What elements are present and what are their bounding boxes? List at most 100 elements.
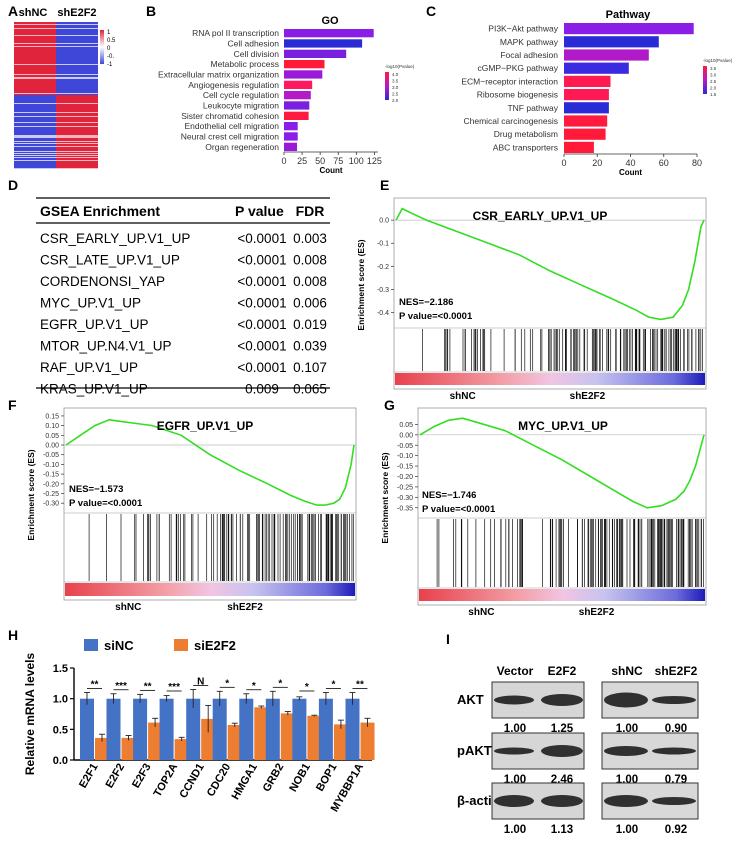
panel-letters: A B C D E F G H I <box>8 3 450 647</box>
heatmap-cell <box>14 78 56 80</box>
heatmap-legend-bar <box>100 30 104 64</box>
legend-tick: 2.5 <box>710 79 717 84</box>
panel-letter: I <box>446 631 450 647</box>
heatmap-cell <box>56 63 98 65</box>
heatmap-cell <box>14 80 56 82</box>
heatmap-cell <box>56 144 98 146</box>
heatmap-cells <box>14 22 98 169</box>
heatmap-cell <box>14 162 56 164</box>
category-label: Drug metabolism <box>494 129 558 139</box>
heatmap-cell <box>14 85 56 87</box>
plot-title: CSR_EARLY_UP.V1_UP <box>473 209 608 223</box>
y-axis-label: Relative mRNA levels <box>23 653 37 776</box>
category-label: Leukocyte migration <box>203 101 279 111</box>
y-tick-label: -0.25 <box>43 491 59 498</box>
heatmap-cell <box>14 144 56 146</box>
heatmap-cell <box>56 57 98 59</box>
x-tick-label: 100 <box>349 156 364 166</box>
table-cell: EGFR_UP.V1_UP <box>40 317 149 332</box>
heatmap-cell <box>14 52 56 54</box>
heatmap-cell <box>14 152 56 154</box>
blot-header: shNC <box>611 664 643 678</box>
heatmap-cell <box>56 51 98 53</box>
heatmap-cell <box>14 159 56 161</box>
bar <box>212 698 227 760</box>
heatmap-cell <box>14 132 56 134</box>
heatmap-cell <box>14 57 56 59</box>
significance-mark: ** <box>144 681 152 692</box>
heatmap-cell <box>14 101 56 103</box>
band-value: 0.90 <box>665 723 687 735</box>
heatmap-cell <box>14 158 56 160</box>
plot-frame <box>393 197 707 390</box>
heatmap-cell <box>14 40 56 42</box>
y-tick-label: -0.25 <box>397 484 413 491</box>
heatmap-cell <box>56 84 98 86</box>
heatmap-cell <box>14 83 56 85</box>
bar <box>564 102 609 114</box>
y-tick-label: 0.00 <box>399 432 413 439</box>
heatmap-cell <box>14 53 56 55</box>
category-label: MAPK pathway <box>500 37 559 47</box>
x-tick-label: 125 <box>367 156 382 166</box>
heatmap-cell <box>56 81 98 83</box>
legend-tick: 2.5 <box>392 92 399 97</box>
heatmap-cell <box>56 160 98 162</box>
y-tick-label: 0.00 <box>45 443 59 450</box>
table-cell: KRAS_UP.V1_UP <box>40 382 148 397</box>
band-value: 1.25 <box>551 723 574 735</box>
y-tick-label: 0.0 <box>53 755 68 767</box>
heatmap-cell <box>56 119 98 121</box>
heatmap-cell <box>14 88 56 90</box>
bar <box>121 737 136 760</box>
panel-letter: F <box>8 397 17 413</box>
heatmap-cell <box>14 47 56 49</box>
heatmap-cell <box>56 93 98 95</box>
gsea-table: GSEA Enrichment P value FDR CSR_EARLY_UP.V1… <box>36 197 330 397</box>
heatmap-cell <box>56 124 98 126</box>
heatmap-cell <box>14 150 56 152</box>
heatmap-cell <box>14 70 56 72</box>
legend-label: siNC <box>104 638 134 653</box>
heatmap-cell <box>14 143 56 145</box>
panel-letter: H <box>8 627 18 643</box>
heatmap-cell <box>56 102 98 104</box>
y-tick-label: -0.05 <box>43 452 59 459</box>
heatmap-cell <box>14 164 56 166</box>
y-tick-label: -0.20 <box>397 474 413 481</box>
significance-mark: * <box>305 682 309 693</box>
heatmap-cell <box>56 132 98 134</box>
heatmap-cell <box>14 99 56 101</box>
table-cell: 0.039 <box>293 339 327 354</box>
heatmap-cell <box>14 43 56 45</box>
heatmap-cell <box>56 67 98 69</box>
heatmap-cell <box>14 110 56 112</box>
heatmap-cell <box>14 69 56 71</box>
heatmap-cell <box>14 111 56 113</box>
heatmap-cell <box>56 146 98 148</box>
x-tick-label: 80 <box>692 158 702 168</box>
legend-tick: 3.0 <box>710 73 717 78</box>
y-tick-label: -0.15 <box>397 464 413 471</box>
heatmap-cell <box>14 67 56 69</box>
table-cell: 0.008 <box>293 274 327 289</box>
heatmap-cell <box>14 146 56 148</box>
heatmap-cell <box>14 141 56 143</box>
category-label: Cell adhesion <box>227 39 279 49</box>
heatmap-cell <box>56 55 98 57</box>
y-axis-label: Enrichment score (ES) <box>380 452 390 543</box>
heatmap-cell <box>14 75 56 77</box>
significance-mark: ** <box>356 680 364 691</box>
heatmap-cell <box>56 56 98 58</box>
heatmap-cell <box>56 89 98 91</box>
category-label: Cell division <box>234 49 280 59</box>
heatmap-cell <box>14 23 56 25</box>
bar <box>564 23 694 35</box>
heatmap-cell <box>56 28 98 30</box>
heatmap-cell <box>56 58 98 60</box>
blot-band <box>541 694 583 706</box>
heatmap-cell <box>56 115 98 117</box>
band-value: 1.13 <box>551 824 573 836</box>
heatmap-cell <box>14 50 56 52</box>
